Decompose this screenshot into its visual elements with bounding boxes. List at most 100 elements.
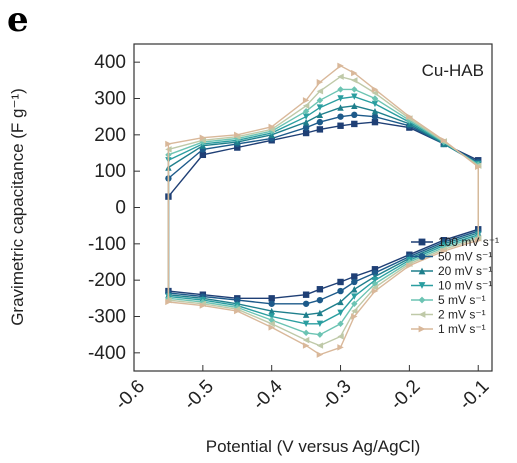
- data-point: [440, 247, 448, 255]
- y-tick-label: -100: [88, 234, 126, 255]
- data-point: [337, 333, 344, 340]
- data-point: [316, 331, 324, 338]
- data-point: [371, 287, 379, 295]
- legend-marker: [418, 311, 426, 318]
- data-point: [165, 298, 172, 306]
- series-1: [165, 118, 482, 302]
- data-point: [337, 278, 344, 286]
- y-tick-label: 200: [94, 125, 126, 146]
- data-point: [302, 329, 310, 337]
- data-point: [337, 86, 344, 93]
- data-point: [316, 342, 324, 349]
- data-point: [316, 126, 324, 133]
- data-point: [302, 300, 310, 307]
- y-tick-label: 0: [115, 198, 126, 219]
- data-point: [165, 140, 172, 148]
- data-point: [351, 300, 358, 307]
- data-point: [351, 293, 358, 300]
- data-point: [371, 118, 379, 126]
- x-tick-label: -0.6: [111, 376, 149, 414]
- y-tick-label: 300: [94, 89, 126, 110]
- data-point: [316, 296, 324, 304]
- legend-entry: 100 mV s⁻¹: [438, 235, 499, 249]
- data-point: [337, 62, 344, 69]
- data-point: [302, 129, 310, 137]
- legend-marker: [418, 325, 426, 333]
- data-point: [199, 137, 207, 144]
- data-point: [302, 113, 310, 120]
- data-point: [337, 73, 344, 80]
- data-point: [337, 344, 344, 351]
- data-point: [302, 336, 310, 344]
- y-tick-label: 100: [94, 161, 126, 182]
- data-point: [440, 137, 448, 144]
- data-point: [234, 296, 241, 304]
- data-point: [371, 269, 379, 277]
- data-point: [268, 307, 275, 315]
- data-point: [268, 123, 275, 131]
- data-point: [337, 298, 344, 306]
- legend-entry: 2 mV s⁻¹: [438, 308, 486, 322]
- series-7: [165, 62, 482, 358]
- data-point: [302, 124, 310, 131]
- data-point: [302, 320, 310, 327]
- series-line: [167, 121, 479, 299]
- data-point: [371, 86, 379, 93]
- x-axis-label: Potential (V versus Ag/AgCl): [206, 437, 420, 456]
- data-point: [351, 278, 358, 286]
- legend-entry: 20 mV s⁻¹: [438, 264, 492, 278]
- data-point: [406, 113, 413, 120]
- data-point: [475, 237, 482, 244]
- x-tick-label: -0.2: [386, 376, 424, 414]
- x-axis: -0.6 -0.5 -0.4 -0.3 -0.2 -0.1: [111, 365, 493, 414]
- data-point: [302, 291, 310, 298]
- y-tick-label: -400: [88, 343, 126, 364]
- data-point: [302, 97, 310, 104]
- legend-marker: [418, 238, 426, 246]
- panel-letter: e: [7, 0, 29, 40]
- data-point: [371, 266, 379, 273]
- legend-entry: 50 mV s⁻¹: [438, 250, 492, 264]
- data-point: [337, 95, 344, 102]
- data-point: [316, 88, 324, 95]
- data-point: [302, 311, 310, 318]
- data-point: [351, 69, 358, 77]
- data-point: [371, 100, 379, 108]
- data-point: [351, 93, 358, 100]
- data-point: [268, 126, 275, 133]
- data-point: [199, 134, 207, 141]
- series-line: [167, 95, 479, 325]
- data-point: [351, 102, 358, 109]
- y-axis-label: Gravimetric capacitance (F g⁻¹): [8, 88, 27, 326]
- legend: 100 mV s⁻¹50 mV s⁻¹20 mV s⁻¹10 mV s⁻¹5 m…: [411, 235, 499, 336]
- x-tick-label: -0.3: [318, 376, 356, 414]
- data-point: [199, 151, 207, 159]
- data-point: [371, 284, 379, 291]
- data-point: [199, 302, 207, 309]
- y-axis: 400 300 200 100 0 -100 -200 -300 -400: [88, 52, 140, 364]
- legend-entry: 1 mV s⁻¹: [438, 322, 486, 336]
- data-point: [316, 320, 324, 327]
- annotation-label: Cu-HAB: [422, 61, 484, 80]
- data-point: [406, 117, 413, 124]
- data-point: [268, 320, 275, 327]
- data-point: [371, 95, 379, 102]
- data-point: [316, 78, 324, 86]
- data-point: [337, 122, 344, 129]
- data-point: [302, 118, 310, 126]
- data-point: [268, 300, 275, 307]
- data-point: [302, 102, 310, 109]
- data-point: [351, 313, 358, 320]
- data-point: [337, 113, 344, 120]
- data-point: [234, 307, 241, 315]
- data-point: [316, 286, 324, 293]
- data-point: [351, 286, 358, 293]
- x-tick-label: -0.4: [249, 376, 287, 414]
- data-point: [316, 111, 324, 119]
- data-point: [371, 113, 379, 120]
- legend-entry: 10 mV s⁻¹: [438, 279, 492, 293]
- data-point: [475, 163, 482, 171]
- data-point: [351, 77, 358, 84]
- data-point: [234, 144, 241, 151]
